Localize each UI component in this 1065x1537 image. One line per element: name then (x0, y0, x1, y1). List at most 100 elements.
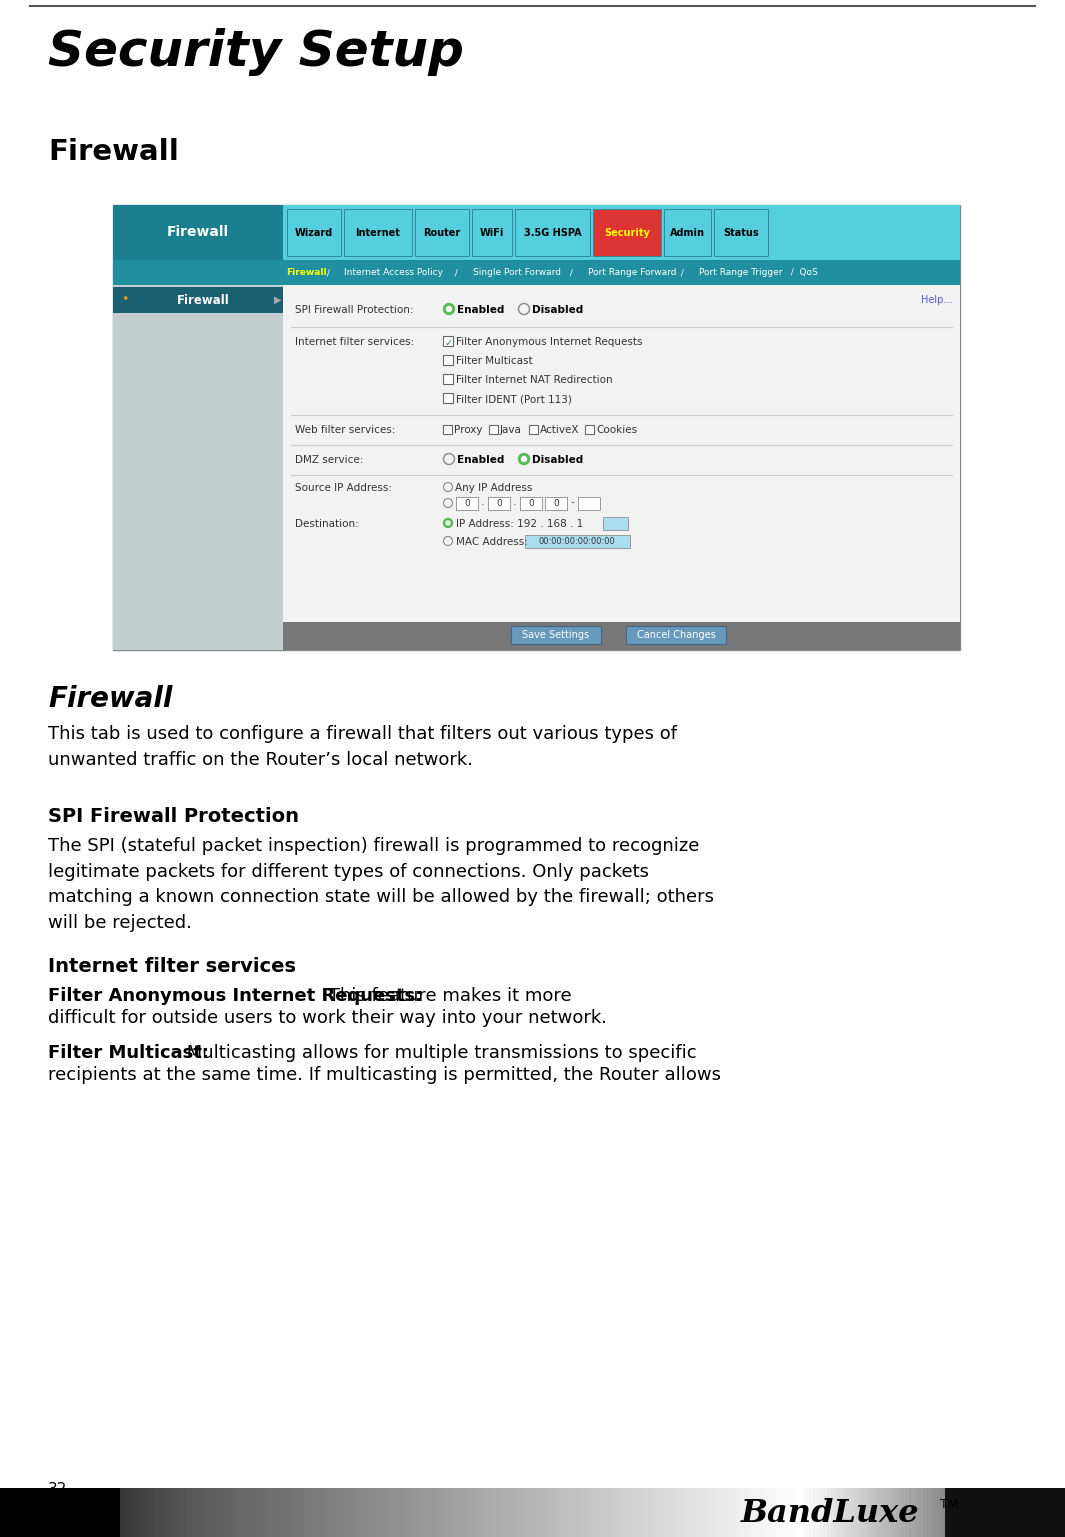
Bar (1036, 1488, 1042, 1537)
Bar (402, 1488, 406, 1537)
Bar (663, 209, 711, 257)
Text: IP Address: 192 . 168 . 1: IP Address: 192 . 168 . 1 (456, 520, 584, 529)
Bar (951, 1488, 956, 1537)
Bar (497, 1488, 502, 1537)
Bar (456, 496, 478, 510)
Bar (671, 1488, 675, 1537)
Bar (753, 1488, 757, 1537)
Bar (834, 1488, 839, 1537)
Bar (88, 1488, 94, 1537)
Bar (969, 1488, 973, 1537)
Text: 32: 32 (48, 1482, 67, 1497)
Bar (685, 1488, 690, 1537)
Bar (391, 1488, 395, 1537)
Bar (561, 1488, 566, 1537)
Bar (721, 1488, 725, 1537)
Bar (767, 1488, 771, 1537)
Bar (163, 1488, 168, 1537)
Bar (206, 1488, 211, 1537)
Bar (678, 1488, 683, 1537)
Bar (615, 1488, 619, 1537)
Bar (632, 1488, 637, 1537)
Bar (955, 1488, 960, 1537)
Bar (977, 1488, 981, 1537)
Text: Internet: Internet (356, 229, 400, 238)
Bar (870, 1488, 874, 1537)
Bar (213, 1488, 217, 1537)
Text: SPI Firewall Protection:: SPI Firewall Protection: (295, 304, 413, 315)
Bar (724, 1488, 728, 1537)
Bar (902, 1488, 906, 1537)
Bar (338, 1488, 342, 1537)
Bar (572, 1488, 576, 1537)
Bar (298, 1488, 302, 1537)
Bar (923, 1488, 928, 1537)
Bar (46, 1488, 51, 1537)
Bar (71, 1488, 76, 1537)
Bar (64, 1488, 68, 1537)
Text: WiFi: WiFi (480, 229, 504, 238)
Bar (146, 1488, 150, 1537)
Bar (359, 1488, 363, 1537)
Bar (770, 1488, 775, 1537)
Bar (113, 260, 960, 284)
Bar (56, 1488, 62, 1537)
Bar (443, 393, 453, 403)
Bar (540, 1488, 544, 1537)
Text: Filter Internet NAT Redirection: Filter Internet NAT Redirection (456, 375, 612, 384)
Bar (114, 1488, 118, 1537)
Bar (593, 209, 661, 257)
Text: /: / (449, 267, 463, 277)
Bar (913, 1488, 917, 1537)
Text: Security Setup: Security Setup (48, 28, 464, 75)
Bar (650, 1488, 654, 1537)
Bar (1026, 1488, 1031, 1537)
Bar (344, 1488, 349, 1537)
Bar (919, 1488, 924, 1537)
Bar (791, 1488, 797, 1537)
Bar (405, 1488, 409, 1537)
Bar (220, 1488, 225, 1537)
Bar (323, 1488, 328, 1537)
Bar (21, 1488, 26, 1537)
Bar (291, 1488, 296, 1537)
Bar (167, 1488, 171, 1537)
Bar (1012, 1488, 1016, 1537)
Text: 3.5G HSPA: 3.5G HSPA (524, 229, 581, 238)
Text: This feature makes it more: This feature makes it more (323, 987, 572, 1005)
Text: The SPI (stateful packet inspection) firewall is programmed to recognize
legitim: The SPI (stateful packet inspection) fir… (48, 838, 714, 931)
Bar (103, 1488, 108, 1537)
Bar (546, 1488, 552, 1537)
Bar (653, 1488, 658, 1537)
Text: Firewall: Firewall (48, 686, 173, 713)
Text: Single Port Forward: Single Port Forward (473, 267, 561, 277)
Bar (327, 1488, 331, 1537)
Bar (639, 1488, 643, 1537)
Bar (583, 1488, 587, 1537)
Bar (433, 1488, 438, 1537)
Bar (1030, 1488, 1034, 1537)
Bar (621, 1488, 626, 1537)
Bar (746, 1488, 750, 1537)
Bar (397, 1488, 403, 1537)
Bar (585, 426, 594, 433)
Text: 0: 0 (464, 500, 470, 509)
Bar (1004, 1488, 1010, 1537)
Bar (202, 1488, 207, 1537)
Text: ✓: ✓ (444, 338, 453, 347)
Bar (263, 1488, 267, 1537)
Bar (259, 1488, 264, 1537)
Bar (61, 1488, 65, 1537)
Bar (945, 1488, 949, 1537)
Bar (274, 1488, 278, 1537)
Bar (149, 1488, 153, 1537)
Bar (1001, 1488, 1005, 1537)
Bar (1062, 1488, 1065, 1537)
Bar (18, 1488, 22, 1537)
Circle shape (443, 518, 453, 527)
Bar (536, 1488, 541, 1537)
Bar (781, 1488, 786, 1537)
Bar (426, 1488, 430, 1537)
Text: Wizard: Wizard (295, 229, 333, 238)
Text: .: . (481, 496, 485, 507)
